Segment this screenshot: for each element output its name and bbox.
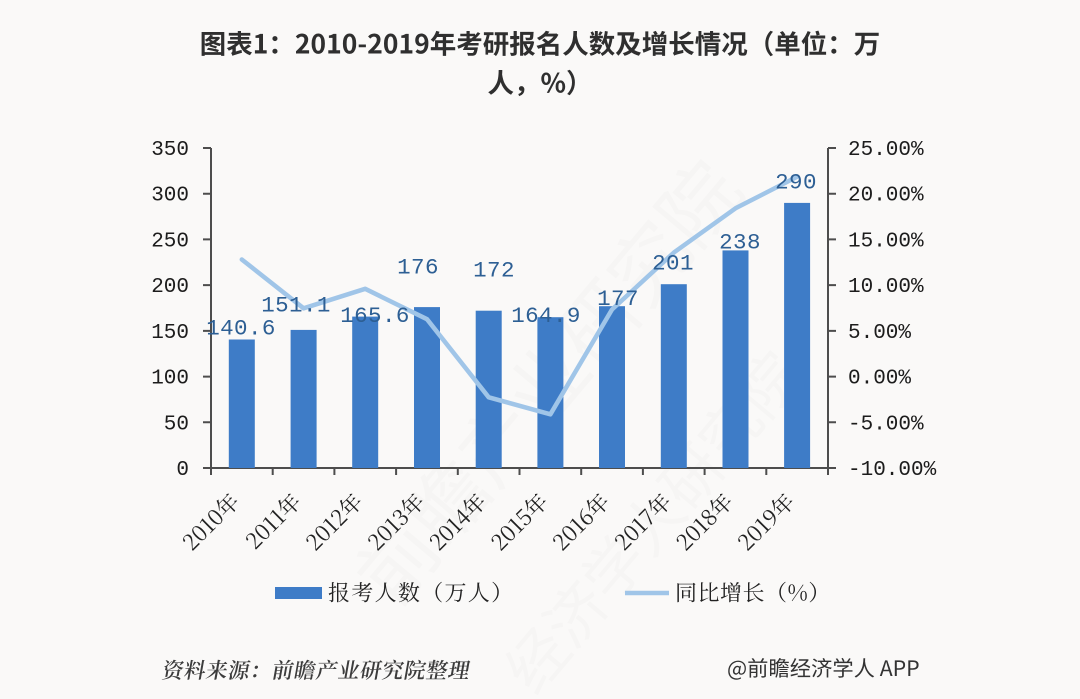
svg-text:-10.00%: -10.00% [848, 459, 937, 482]
svg-text:5.00%: 5.00% [848, 322, 911, 345]
svg-text:25.00%: 25.00% [848, 139, 924, 162]
svg-text:15.00%: 15.00% [848, 230, 924, 253]
svg-text:151.1: 151.1 [261, 293, 331, 319]
svg-text:201: 201 [652, 251, 694, 277]
svg-text:50: 50 [164, 413, 189, 436]
svg-text:350: 350 [151, 139, 189, 162]
svg-text:20.00%: 20.00% [848, 185, 924, 208]
svg-text:238: 238 [719, 230, 761, 256]
svg-text:176: 176 [397, 255, 439, 281]
svg-text:-5.00%: -5.00% [848, 413, 924, 436]
svg-text:165.6: 165.6 [340, 303, 410, 329]
svg-text:290: 290 [775, 170, 817, 196]
svg-text:140.6: 140.6 [206, 316, 276, 342]
svg-text:177: 177 [597, 286, 639, 312]
svg-text:0.00%: 0.00% [848, 368, 911, 391]
svg-text:250: 250 [151, 230, 189, 253]
svg-text:164.9: 164.9 [511, 303, 581, 329]
svg-text:100: 100 [151, 368, 189, 391]
svg-text:0: 0 [176, 459, 189, 482]
svg-text:150: 150 [151, 322, 189, 345]
svg-text:10.00%: 10.00% [848, 276, 924, 299]
svg-text:200: 200 [151, 276, 189, 299]
svg-text:172: 172 [473, 258, 515, 284]
svg-text:300: 300 [151, 185, 189, 208]
